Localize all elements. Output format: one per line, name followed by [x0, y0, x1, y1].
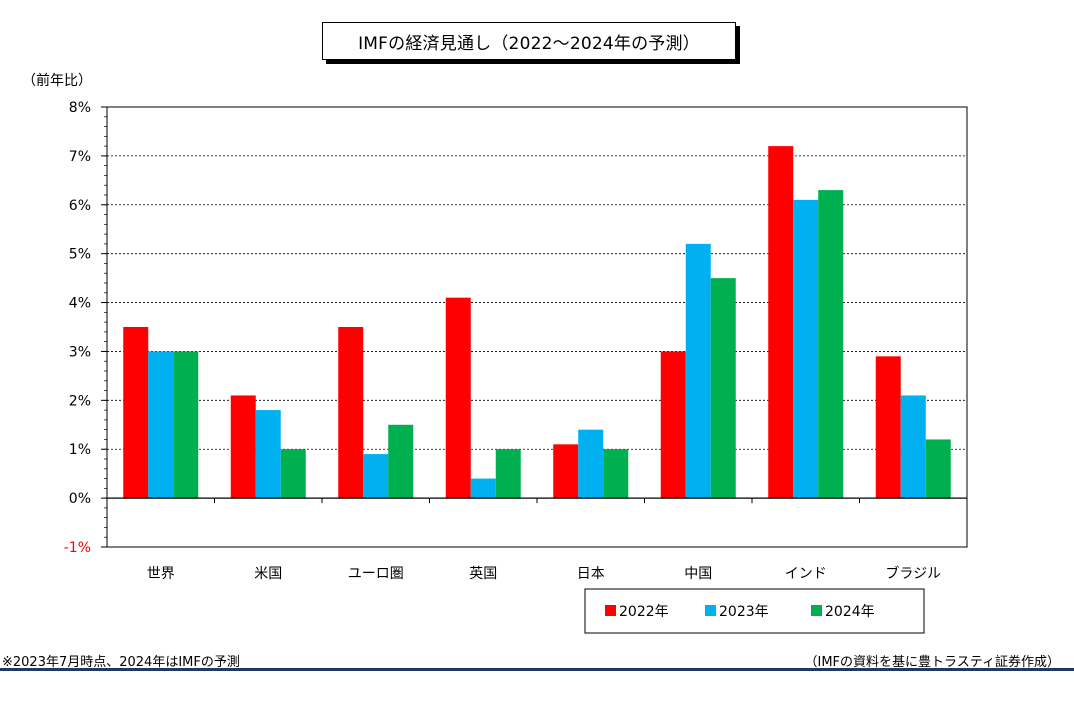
legend-label-2022年: 2022年 [619, 604, 669, 620]
x-tick-label: 中国 [684, 566, 712, 582]
bar-2022年-英国 [445, 297, 471, 499]
y-tick-label: 5% [69, 247, 91, 263]
bar-2022年-中国 [660, 351, 686, 499]
bar-2023年-ブラジル [900, 395, 926, 499]
legend-swatch-2023年 [705, 605, 716, 616]
bar-2024年-米国 [280, 449, 306, 499]
y-axis-unit-label: （前年比） [22, 73, 92, 89]
bar-2022年-ブラジル [875, 356, 901, 499]
bar-2024年-世界 [173, 351, 199, 499]
bar-2023年-英国 [470, 478, 496, 499]
y-tick-label: 0% [69, 491, 91, 507]
bar-2024年-英国 [495, 449, 521, 499]
bar-2024年-ユーロ圏 [388, 424, 414, 499]
legend-swatch-2024年 [811, 605, 822, 616]
bar-2023年-ユーロ圏 [363, 454, 389, 499]
bottom-rule [0, 668, 1074, 671]
bar-2024年-日本 [603, 449, 629, 499]
y-tick-label: 3% [69, 344, 91, 360]
bar-2022年-ユーロ圏 [338, 327, 364, 499]
bar-2022年-世界 [123, 327, 149, 499]
y-tick-label: 7% [69, 149, 91, 165]
x-tick-label: 英国 [469, 565, 497, 582]
bar-2023年-中国 [685, 243, 711, 499]
bar-2024年-中国 [710, 278, 736, 499]
bar-2024年-インド [818, 190, 844, 499]
x-tick-label: 日本 [577, 566, 605, 582]
source-note: （IMFの資料を基に豊トラスティ証券作成） [804, 655, 1061, 670]
bar-2022年-インド [768, 146, 794, 499]
legend [584, 588, 925, 634]
footnote: ※2023年7月時点、2024年はIMFの予測 [2, 655, 240, 670]
bar-2023年-世界 [148, 351, 174, 499]
bar-2023年-日本 [578, 429, 604, 499]
y-tick-label: -1% [64, 540, 91, 556]
y-tick-label: 8% [69, 100, 91, 116]
bar-2023年-インド [793, 199, 819, 499]
y-tick-label: 4% [69, 296, 91, 312]
bar-2023年-米国 [255, 410, 281, 499]
y-tick-label: 1% [69, 442, 91, 458]
y-tick-label: 2% [69, 393, 91, 409]
bar-2022年-米国 [230, 395, 256, 499]
legend-label-2023年: 2023年 [719, 604, 769, 620]
x-tick-label: ブラジル [885, 565, 941, 582]
bar-2024年-ブラジル [925, 439, 951, 499]
x-tick-label: 世界 [147, 566, 175, 582]
x-tick-label: 米国 [254, 566, 282, 582]
legend-swatch-2022年 [605, 605, 616, 616]
bar-2022年-日本 [553, 444, 579, 499]
chart-title: IMFの経済見通し（2022～2024年の予測） [322, 22, 736, 60]
x-tick-label: インド [785, 566, 827, 582]
legend-label-2024年: 2024年 [825, 604, 875, 620]
x-tick-label: ユーロ圏 [348, 566, 404, 582]
y-tick-label: 6% [69, 198, 91, 214]
